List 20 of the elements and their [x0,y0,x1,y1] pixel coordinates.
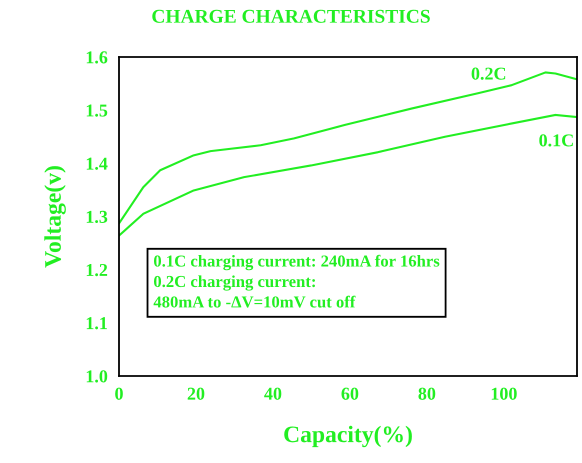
chart-title: CHARGE CHARACTERISTICS [152,10,430,23]
y-tick-label: 1.4 [86,158,108,170]
x-tick-label: 100 [492,388,517,400]
x-axis-title: Capacity(%) [284,426,412,448]
y-tick-label: 1.6 [86,51,108,64]
x-tick-label: 60 [342,388,358,400]
series-label: 0.2C [472,68,506,80]
x-tick-label: 80 [418,388,436,400]
y-tick-label: 1.0 [86,370,108,383]
x-tick-label: 40 [264,388,282,400]
y-tick-label: 1.2 [86,264,108,276]
series-label: 0.1C [539,134,573,147]
y-tick-label: 1.3 [86,210,108,224]
line-series [119,114,577,237]
y-axis-title: Voltage(v) [44,166,66,268]
x-tick-label: 20 [188,388,204,400]
y-tick-label: 1.1 [86,317,107,330]
annotation: 0.1C charging current: 240mA for 16hrs 0.2C charging current: 480mA to -ΔV=10mV cut off [154,254,440,308]
x-tick-label: 0 [115,388,123,400]
y-tick-label: 1.5 [86,104,108,117]
